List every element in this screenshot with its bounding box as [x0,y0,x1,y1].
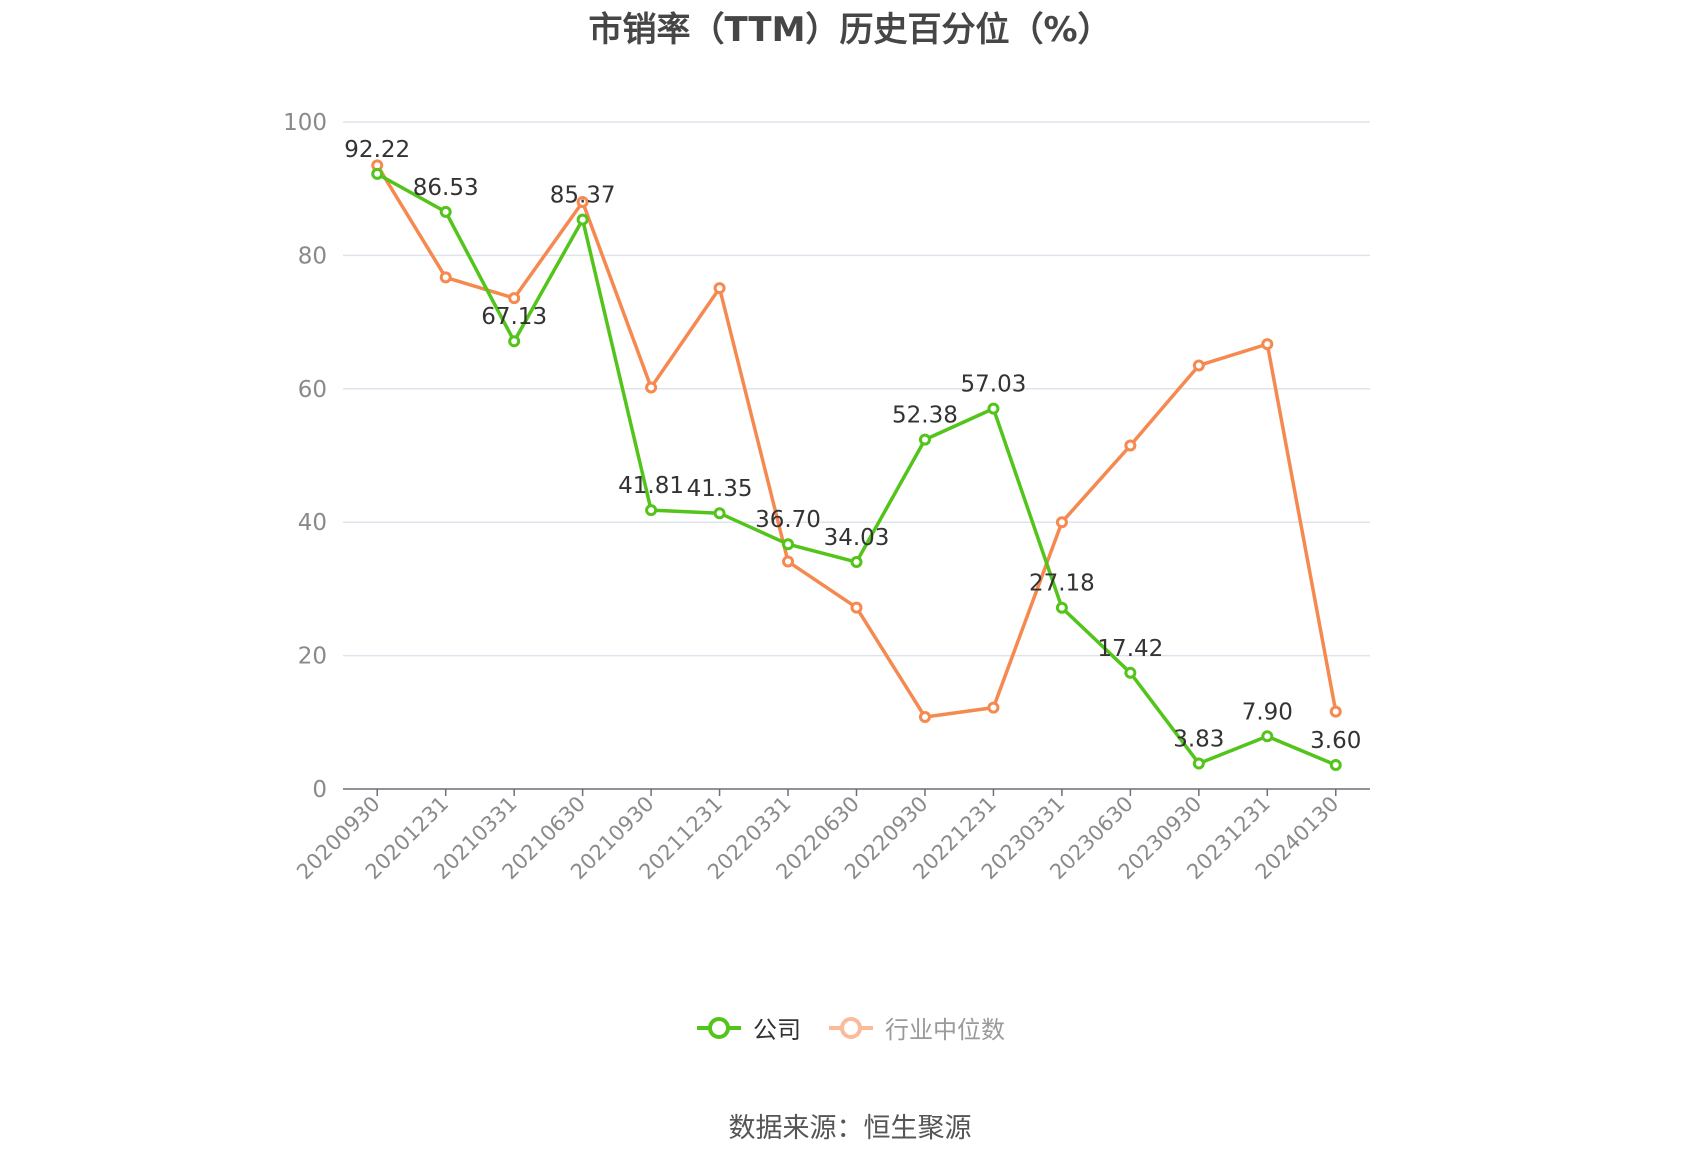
data-label-company: 27.18 [1029,571,1095,597]
data-label-company: 85.37 [550,183,616,209]
y-tick-label: 80 [298,243,327,269]
data-label-company: 67.13 [481,304,547,330]
point-industry [713,282,726,295]
point-company [1192,757,1205,770]
legend-item-company[interactable]: 公司 [695,1010,801,1045]
data-label-company: 34.03 [824,525,890,551]
point-company [508,335,521,348]
point-industry [645,381,658,394]
series-line-company [376,172,1337,767]
source-note: 数据来源：恒生聚源 [728,1113,972,1144]
data-label-company: 57.03 [961,372,1027,398]
data-label-company: 7.90 [1242,699,1293,725]
data-label-company: 52.38 [892,403,958,429]
point-company [1329,758,1342,771]
data-label-company: 3.60 [1310,728,1361,754]
y-tick-label: 40 [298,510,327,536]
point-company [371,167,384,180]
point-industry [1192,359,1205,372]
data-label-company: 17.42 [1097,636,1163,662]
point-company [1261,730,1274,743]
data-label-company: 92.22 [344,137,410,163]
point-company [1124,666,1137,679]
point-company [918,433,931,446]
y-tick-label: 100 [283,110,327,136]
chart-title: 市销率（TTM）历史百分位（%） [588,10,1112,50]
point-industry [850,601,863,614]
point-industry [782,555,795,568]
legend-industry-swatch [829,1016,873,1039]
point-company [987,402,1000,415]
point-industry [987,701,1000,714]
series-line-industry [375,164,1338,719]
point-company [439,205,452,218]
point-company [782,538,795,551]
data-label-company: 86.53 [413,175,479,201]
point-industry [508,292,521,305]
point-industry [1261,338,1274,351]
legend-item-industry[interactable]: 行业中位数 [827,1010,1005,1045]
point-industry [1055,516,1068,529]
legend-industry-label: 行业中位数 [885,1016,1005,1044]
point-company [1055,601,1068,614]
data-label-company: 36.70 [755,507,821,533]
data-label-company: 41.81 [618,473,684,499]
point-industry [918,710,931,723]
point-industry [1124,439,1137,452]
point-company [713,507,726,520]
point-company [850,556,863,569]
y-tick-label: 20 [298,644,327,670]
point-industry [576,196,589,209]
point-company [645,504,658,517]
legend-company-label: 公司 [753,1016,801,1044]
y-tick-label: 0 [312,777,327,803]
point-industry [439,271,452,284]
point-company [576,213,589,226]
data-label-company: 41.35 [687,476,753,502]
point-industry [1329,705,1342,718]
legend-company-swatch [697,1016,741,1039]
chart-legend: 公司 行业中位数 [0,1010,1700,1045]
y-tick-label: 60 [298,377,327,403]
data-label-company: 3.83 [1173,726,1224,752]
